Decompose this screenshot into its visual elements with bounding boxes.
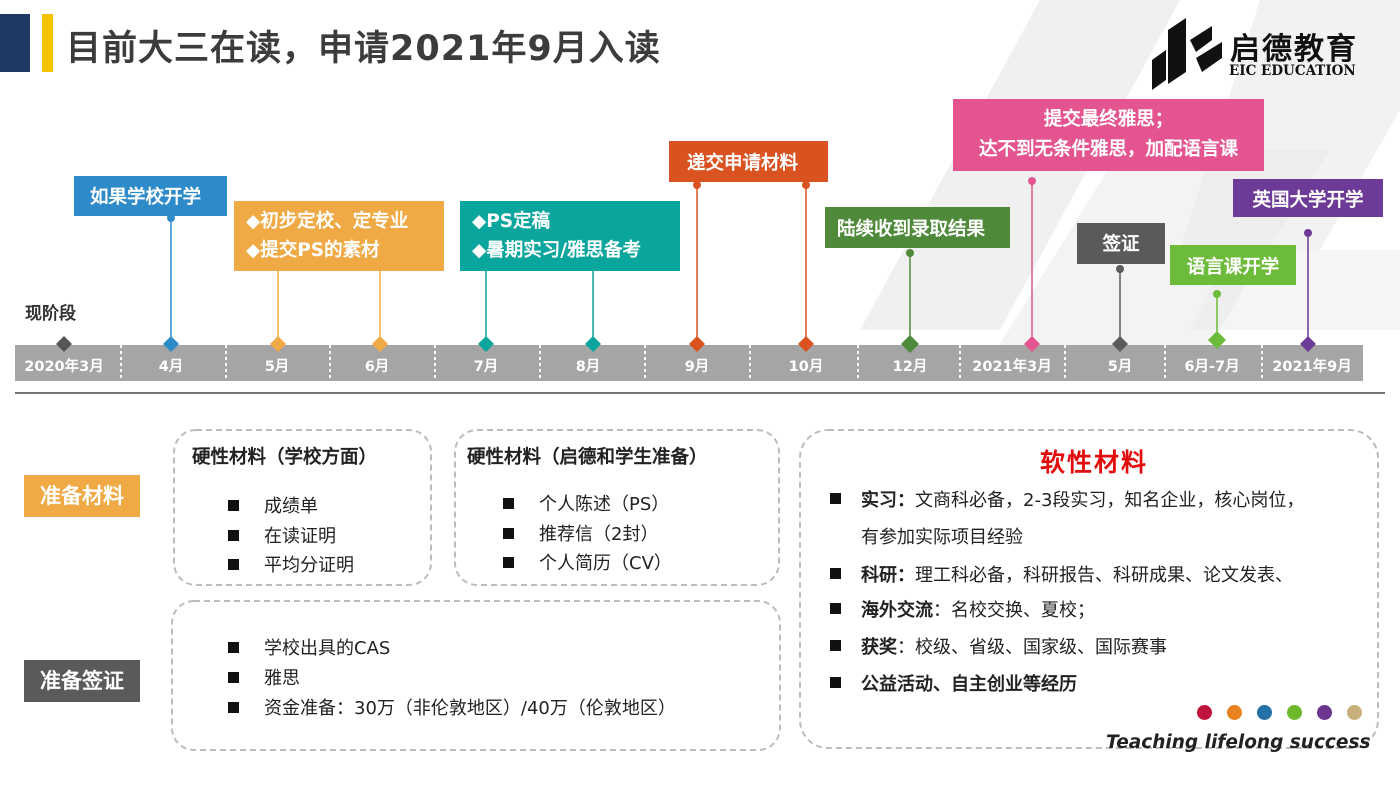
dot (1287, 705, 1302, 720)
soft-item-internship: 实习：文商科必备，2-3段实习，知名企业，核心岗位， (830, 486, 1304, 512)
current-stage-label: 现阶段 (25, 304, 76, 324)
month-label: 10月 (788, 359, 824, 375)
event-ps-final: ◆PS定稿 ◆暑期实习/雅思备考 (460, 201, 680, 271)
timeline-markers (56, 331, 1316, 353)
list-item: 雅思 (228, 664, 676, 694)
visa-box (171, 600, 781, 751)
hard-student-box (454, 429, 780, 586)
month-label: 12月 (892, 359, 928, 375)
event-uk-university-start: 英国大学开学 (1233, 179, 1383, 217)
page-title: 目前大三在读，申请2021年9月入读 (66, 29, 661, 69)
soft-box (799, 429, 1379, 749)
dot (1317, 705, 1332, 720)
event-final-ielts: 提交最终雅思； 达不到无条件雅思，加配语言课 (953, 99, 1264, 171)
event-school-start: 如果学校开学 (74, 176, 227, 216)
month-label: 6月-7月 (1184, 359, 1240, 375)
hard-student-list: 个人陈述（PS） 推荐信（2封） 个人简历（CV） (503, 490, 672, 579)
soft-materials-title: 软性材料 (1040, 448, 1149, 477)
prepare-visa-label: 准备签证 (24, 660, 140, 702)
title-accent-navy (0, 14, 30, 72)
month-label: 4月 (158, 359, 184, 375)
month-label: 2021年9月 (1272, 359, 1352, 375)
eic-logo-icon (1152, 18, 1222, 90)
hard-student-title: 硬性材料（启德和学生准备） (467, 447, 708, 468)
event-language-course: 语言课开学 (1170, 245, 1296, 285)
tagline: Teaching lifelong success (1106, 732, 1371, 753)
brand-name-cn: 启德教育 (1230, 32, 1358, 67)
dot (1257, 705, 1272, 720)
month-label: 2021年3月 (972, 359, 1052, 375)
soft-item-awards: 获奖：校级、省级、国家级、国际赛事 (830, 633, 1167, 659)
month-label: 5月 (1107, 359, 1133, 375)
event-receive-offers: 陆续收到录取结果 (825, 207, 1010, 248)
hard-school-list: 成绩单 在读证明 平均分证明 (228, 492, 354, 581)
list-item: 个人简历（CV） (503, 549, 672, 579)
soft-item-exchange: 海外交流：名校交换、夏校； (830, 596, 1095, 622)
list-item: 成绩单 (228, 492, 354, 522)
soft-item-public: 公益活动、自主创业等经历 (830, 670, 1077, 696)
event-choose-school: ◆初步定校、定专业 ◆提交PS的素材 (234, 201, 444, 271)
month-label: 7月 (473, 359, 499, 375)
list-item: 学校出具的CAS (228, 634, 676, 664)
timeline-band (15, 345, 1363, 381)
hard-school-title: 硬性材料（学校方面） (192, 447, 378, 468)
visa-list: 学校出具的CAS 雅思 资金准备：30万（非伦敦地区）/40万（伦敦地区） (228, 634, 676, 724)
soft-item-research: 科研：理工科必备，科研报告、科研成果、论文发表、 (830, 561, 1293, 587)
title-accent-gold (42, 14, 53, 72)
list-item: 平均分证明 (228, 551, 354, 581)
dot (1347, 705, 1362, 720)
list-item: 个人陈述（PS） (503, 490, 672, 520)
dot (1197, 705, 1212, 720)
list-item: 资金准备：30万（非伦敦地区）/40万（伦敦地区） (228, 694, 676, 724)
list-item: 在读证明 (228, 522, 354, 552)
event-submit-application: 递交申请材料 (669, 141, 828, 182)
month-label: 2020年3月 (24, 359, 104, 375)
hard-school-box (173, 429, 432, 586)
event-visa: 签证 (1077, 223, 1165, 264)
soft-item-internship-cont: 有参加实际项目经验 (861, 527, 1023, 548)
brand-name-en: EIC EDUCATION (1229, 63, 1356, 79)
list-item: 推荐信（2封） (503, 520, 672, 550)
prepare-materials-label: 准备材料 (24, 475, 140, 517)
month-label: 8月 (575, 359, 601, 375)
month-label: 6月 (364, 359, 390, 375)
dot (1227, 705, 1242, 720)
month-label: 9月 (684, 359, 710, 375)
month-label: 5月 (264, 359, 290, 375)
